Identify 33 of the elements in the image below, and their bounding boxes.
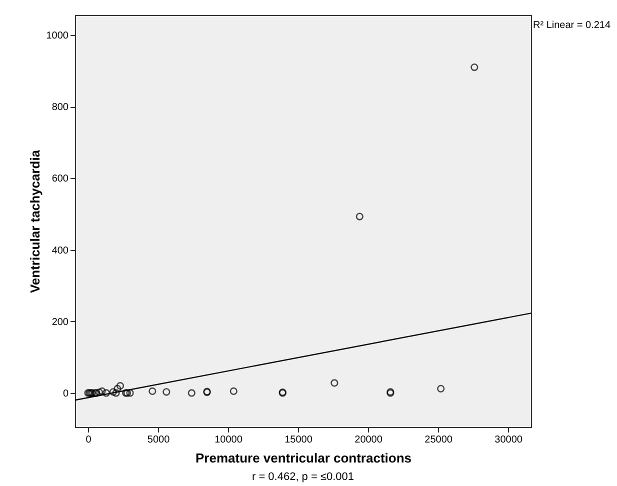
point xyxy=(148,387,156,396)
point xyxy=(188,389,196,397)
point xyxy=(162,388,170,396)
y-tick-label: 800 xyxy=(52,102,69,114)
x-tick-label: 15000 xyxy=(284,434,313,446)
text: r = 0.462, p = ≤0.001 xyxy=(252,471,354,483)
point xyxy=(330,379,338,387)
text: R² Linear = 0.214 xyxy=(533,20,611,31)
point xyxy=(102,389,110,397)
x-tick-label: 5000 xyxy=(147,434,170,446)
x-tick-label: 20000 xyxy=(354,434,383,446)
point xyxy=(116,382,124,390)
point xyxy=(114,384,122,393)
point xyxy=(95,388,104,396)
x-tick-label: 25000 xyxy=(424,434,453,446)
point xyxy=(437,384,445,393)
y-tick-label: 200 xyxy=(52,316,69,328)
point xyxy=(230,387,238,396)
point xyxy=(112,389,120,397)
y-tick-label: 400 xyxy=(52,245,69,256)
y-tick-label: 1000 xyxy=(46,30,69,42)
x-tick-label: 10000 xyxy=(214,434,243,446)
point xyxy=(98,387,106,396)
point xyxy=(356,212,364,220)
y-axis-title: Ventricular tachycardia xyxy=(27,149,42,294)
x-axis-title: Premature ventricular contractions xyxy=(195,450,412,466)
point xyxy=(109,388,118,396)
x-tick-label: 30000 xyxy=(494,434,523,446)
point xyxy=(470,63,478,72)
y-tick-label: 600 xyxy=(52,174,69,185)
point xyxy=(126,389,134,397)
x-tick-label: 0 xyxy=(86,434,92,446)
y-tick-label: 0 xyxy=(62,388,69,400)
